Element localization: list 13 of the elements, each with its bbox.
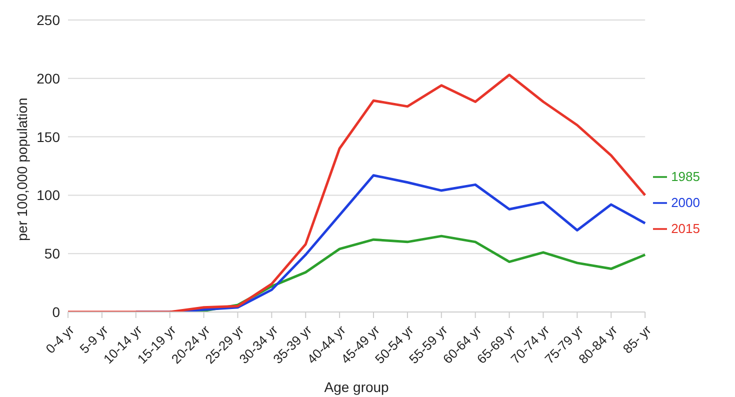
legend-label: 2000 <box>671 194 700 210</box>
y-tick-label: 50 <box>44 246 60 262</box>
y-axis-title: per 100,000 population <box>14 98 30 241</box>
x-tick-label: 0-4 yr <box>42 322 78 356</box>
x-tick-label: 85- yr <box>620 322 654 356</box>
y-tick-label: 200 <box>36 70 60 86</box>
y-tick-label: 250 <box>36 12 60 28</box>
legend-label: 1985 <box>671 168 700 184</box>
x-axis-title: Age group <box>324 379 390 395</box>
legend-label: 2015 <box>671 220 700 236</box>
y-tick-label: 0 <box>52 304 60 320</box>
y-tick-label: 150 <box>36 128 60 145</box>
y-tick-label: 100 <box>36 187 60 204</box>
